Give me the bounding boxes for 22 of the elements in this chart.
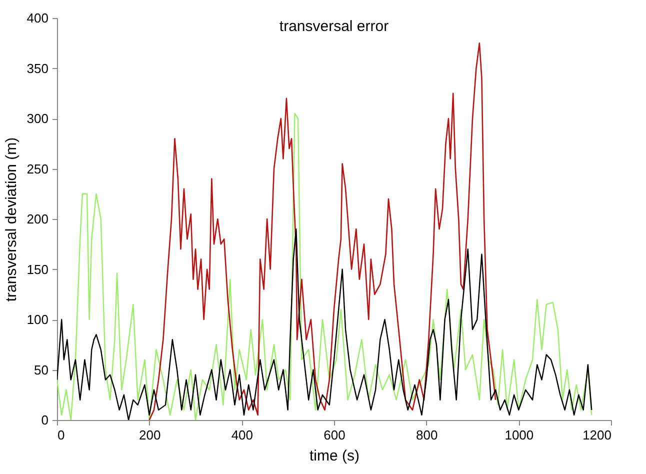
x-tick-label: 800 bbox=[416, 428, 438, 442]
y-tick-label: 300 bbox=[26, 111, 48, 126]
y-tick-label: 150 bbox=[26, 262, 48, 277]
x-tick-label: 1000 bbox=[504, 428, 534, 442]
chart-title: transversal error bbox=[279, 18, 389, 35]
y-tick-label: 100 bbox=[26, 312, 48, 327]
y-tick-label: 250 bbox=[26, 161, 48, 176]
y-tick-label: 350 bbox=[26, 60, 48, 76]
y-tick-label: 200 bbox=[26, 212, 48, 226]
x-tick-label: 0 bbox=[58, 428, 65, 442]
x-tick-label: 200 bbox=[138, 428, 161, 442]
y-tick-label: 50 bbox=[34, 362, 48, 378]
x-tick-label: 1200 bbox=[582, 428, 612, 442]
x-tick-label: 600 bbox=[324, 428, 346, 442]
x-tick-label: 400 bbox=[231, 428, 254, 442]
line-series bbox=[57, 112, 592, 420]
x-axis-title: time (s) bbox=[310, 448, 360, 464]
y-tick-label: 0 bbox=[41, 412, 48, 428]
line-series bbox=[57, 228, 592, 420]
y-tick-label: 400 bbox=[26, 10, 48, 26]
y-axis-title: transversal deviation (m) bbox=[2, 137, 20, 302]
line-series bbox=[148, 42, 496, 420]
